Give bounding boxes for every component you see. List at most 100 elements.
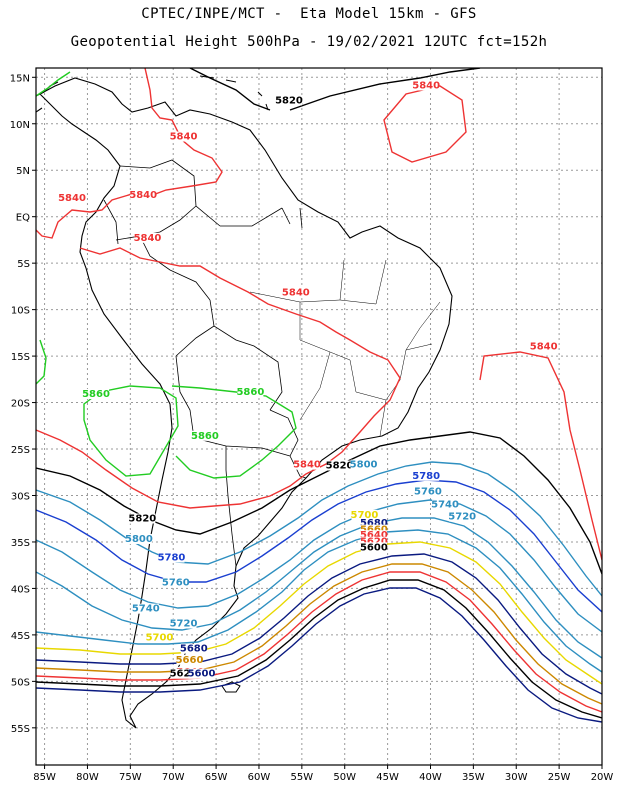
x-tick-label: 20W bbox=[591, 772, 614, 783]
y-tick-label: 20S bbox=[11, 399, 30, 410]
contour-label-5680: 5680 bbox=[180, 644, 208, 655]
contour-label-background bbox=[188, 668, 215, 679]
contour-label-background bbox=[293, 459, 320, 470]
y-tick-label: 15N bbox=[10, 73, 30, 84]
contour-label-5620: 5620 bbox=[170, 669, 198, 680]
contour-label-background bbox=[129, 513, 156, 524]
y-tick-label: EQ bbox=[16, 213, 30, 224]
contour-5860-east bbox=[171, 385, 297, 479]
x-tick-label: 45W bbox=[376, 772, 399, 783]
contour-label-background bbox=[530, 341, 557, 352]
contour-5720 bbox=[36, 529, 602, 673]
contour-label-5840: 5840 bbox=[282, 288, 310, 299]
contour-label-5840: 5840 bbox=[412, 80, 440, 91]
contour-label-background bbox=[146, 632, 173, 643]
x-tick-label: 65W bbox=[205, 772, 228, 783]
contour-label-5800: 5800 bbox=[125, 534, 153, 545]
x-tick-label: 50W bbox=[333, 772, 356, 783]
x-tick-label: 70W bbox=[162, 772, 185, 783]
y-tick-label: 10N bbox=[10, 120, 30, 131]
contour-label-5740: 5740 bbox=[132, 604, 160, 615]
contour-label-5840: 5840 bbox=[134, 233, 162, 244]
contour-label-5800: 5800 bbox=[350, 460, 378, 471]
contour-label-background bbox=[134, 232, 161, 243]
contour-label-5600: 5600 bbox=[188, 669, 216, 680]
contour-5760 bbox=[36, 499, 602, 633]
contour-label-background bbox=[360, 542, 387, 553]
contour-label-5600: 5600 bbox=[360, 542, 388, 553]
contour-5820-north bbox=[189, 68, 481, 111]
contour-label-5720: 5720 bbox=[170, 619, 198, 630]
state-borders bbox=[249, 259, 441, 437]
contour-5860-west-edge bbox=[36, 339, 47, 385]
contour-label-5680: 5680 bbox=[360, 518, 388, 529]
contour-label-background bbox=[59, 192, 86, 203]
contour-label-5760: 5760 bbox=[162, 578, 190, 589]
contour-label-5820: 5820 bbox=[275, 95, 303, 106]
contour-label-5860: 5860 bbox=[191, 431, 219, 442]
contour-label-5720: 5720 bbox=[448, 512, 476, 523]
x-tick-label: 80W bbox=[76, 772, 99, 783]
contour-label-background bbox=[413, 470, 440, 481]
contour-label-5860: 5860 bbox=[82, 389, 110, 400]
contour-label-5840: 5840 bbox=[58, 193, 86, 204]
contour-label-background bbox=[413, 80, 440, 91]
contour-label-5840: 5840 bbox=[170, 132, 198, 143]
contour-5600 bbox=[36, 587, 602, 723]
contour-label-background bbox=[326, 460, 353, 471]
contour-label-5700: 5700 bbox=[351, 510, 379, 521]
y-tick-label: 25S bbox=[11, 445, 30, 456]
contour-5740 bbox=[36, 517, 602, 659]
y-tick-label: 10S bbox=[11, 306, 30, 317]
contour-label-5660: 5660 bbox=[176, 655, 204, 666]
contour-5840-north bbox=[36, 68, 223, 239]
contour-label-background bbox=[360, 524, 387, 535]
contour-label-background bbox=[360, 530, 387, 541]
contour-5640 bbox=[36, 571, 602, 713]
y-tick-label: 15S bbox=[11, 352, 30, 363]
contour-label-background bbox=[282, 287, 309, 298]
y-tick-label: 5N bbox=[16, 166, 30, 177]
contour-label-5840: 5840 bbox=[293, 460, 321, 471]
contour-label-background bbox=[432, 499, 459, 510]
contour-label-background bbox=[130, 190, 157, 201]
falkland-islands bbox=[221, 681, 241, 693]
contour-label-5820: 5820 bbox=[326, 461, 354, 472]
contour-5620 bbox=[36, 579, 602, 719]
y-tick-label: 45S bbox=[11, 631, 30, 642]
contour-label-background bbox=[360, 536, 387, 547]
contour-label-5780: 5780 bbox=[412, 471, 440, 482]
plot-frame bbox=[35, 67, 603, 766]
contour-5840-amazon bbox=[36, 247, 401, 509]
contour-label-5740: 5740 bbox=[431, 500, 459, 511]
contour-label-5760: 5760 bbox=[414, 487, 442, 498]
y-tick-label: 35S bbox=[11, 538, 30, 549]
contour-label-5780: 5780 bbox=[158, 553, 186, 564]
contour-5800 bbox=[36, 461, 602, 597]
contour-label-5820: 5820 bbox=[128, 514, 156, 525]
x-tick-label: 25W bbox=[548, 772, 571, 783]
y-tick-label: 5S bbox=[17, 259, 30, 270]
contour-5860-west bbox=[83, 385, 179, 477]
contour-label-5860: 5860 bbox=[236, 387, 264, 398]
x-tick-label: 85W bbox=[33, 772, 56, 783]
south-america-coastline bbox=[39, 77, 453, 729]
contour-5780 bbox=[36, 479, 602, 613]
contour-label-5700: 5700 bbox=[146, 632, 174, 643]
x-tick-label: 60W bbox=[248, 772, 271, 783]
contour-5860-nw bbox=[36, 71, 71, 97]
y-tick-label: 55S bbox=[11, 724, 30, 735]
contour-label-5640: 5640 bbox=[360, 530, 388, 541]
y-tick-label: 50S bbox=[11, 677, 30, 688]
contour-5700 bbox=[36, 541, 602, 685]
contour-label-background bbox=[191, 430, 218, 441]
contour-label-5620: 5620 bbox=[360, 537, 388, 548]
x-tick-label: 30W bbox=[505, 772, 528, 783]
x-tick-label: 35W bbox=[462, 772, 485, 783]
contour-label-background bbox=[351, 509, 378, 520]
contour-label-background bbox=[176, 654, 203, 665]
map-title-line2: Geopotential Height 500hPa - 19/02/2021 … bbox=[70, 34, 548, 50]
contour-label-background bbox=[350, 459, 377, 470]
contour-label-background bbox=[132, 603, 159, 614]
